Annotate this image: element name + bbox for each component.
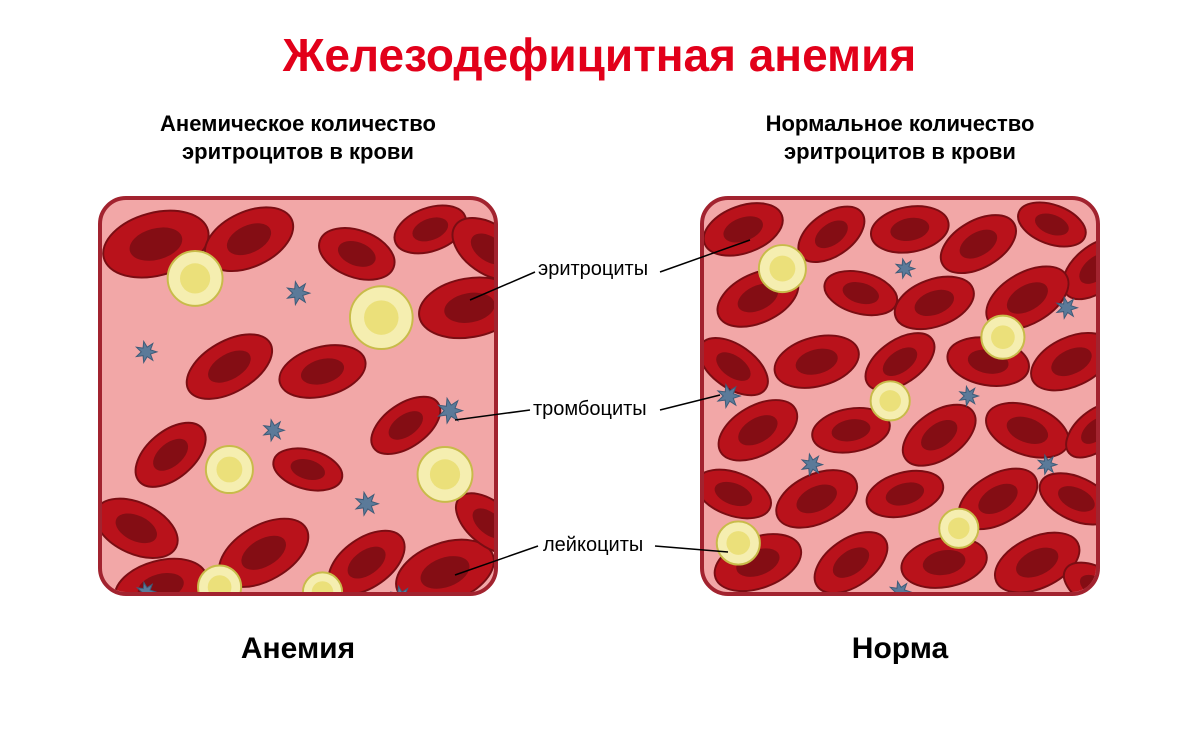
- cells-normal: [704, 200, 1096, 592]
- label-эритроциты: эритроциты: [538, 258, 648, 281]
- subtitle-left: Анемическое количество эритроцитов в кро…: [98, 110, 498, 165]
- page-title: Железодефицитная анемия: [0, 28, 1199, 82]
- label-лейкоциты: лейкоциты: [543, 534, 643, 557]
- caption-normal: Норма: [700, 632, 1100, 666]
- subtitle-right: Нормальное количество эритроцитов в кров…: [700, 110, 1100, 165]
- cells-anemia: [102, 200, 494, 592]
- label-тромбоциты: тромбоциты: [533, 398, 647, 421]
- caption-anemia: Анемия: [98, 632, 498, 666]
- panel-normal: [700, 196, 1100, 596]
- panel-anemia: [98, 196, 498, 596]
